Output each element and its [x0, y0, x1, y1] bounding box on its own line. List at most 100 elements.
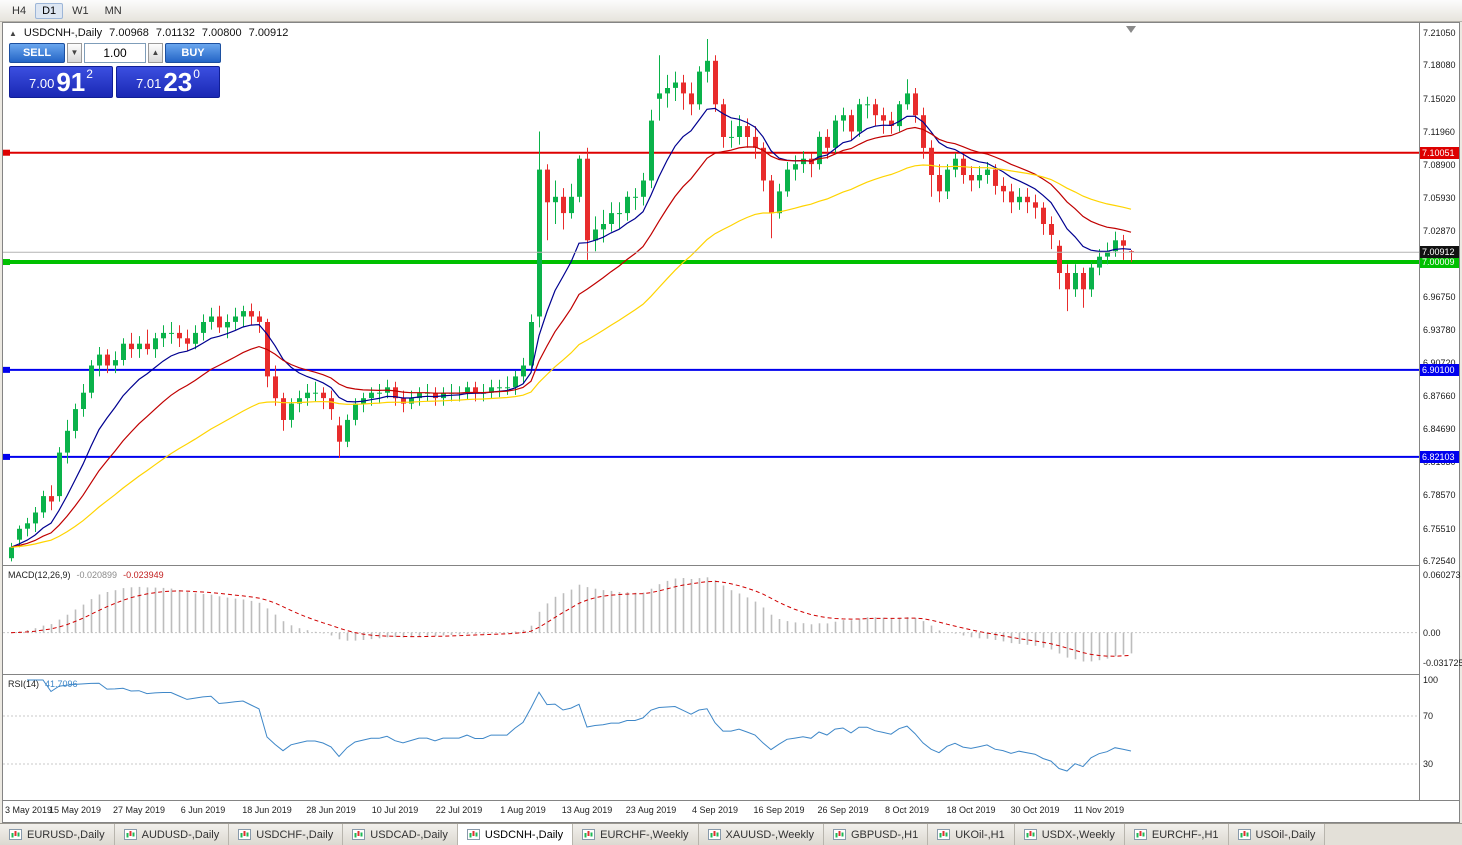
chart-shift-marker[interactable]: [1126, 26, 1136, 33]
chart-tab-eurchf-weekly[interactable]: EURCHF-,Weekly: [573, 824, 699, 845]
price-axis-label: 7.08900: [1423, 160, 1456, 171]
hline-left-marker: [3, 259, 10, 266]
chart-tab-label: GBPUSD-,H1: [850, 828, 919, 841]
chart-tab-usdcad-daily[interactable]: USDCAD-,Daily: [343, 824, 458, 845]
chart-window: 7.21050 7.18080 7.15020 7.11960 7.08900 7.059…: [2, 22, 1462, 823]
chart-tab-icon: [832, 829, 846, 840]
moving-averages-layer: [10, 107, 1132, 548]
time-axis-label: 13 Aug 2019: [561, 805, 613, 815]
time-axis-label: 3 May 2019: [5, 805, 53, 815]
price-chart-canvas[interactable]: [3, 23, 1419, 565]
price-axis-label: 6.93780: [1423, 324, 1456, 335]
ma-fast: [10, 107, 1132, 548]
rsi-line: [27, 679, 1132, 772]
macd-name: MACD(12,26,9): [8, 570, 71, 580]
chart-tab-label: EURCHF-,H1: [1151, 828, 1219, 841]
time-axis[interactable]: 3 May 2019 15 May 2019 27 May 2019 6 Jun 20…: [3, 801, 1419, 822]
timeframe-button-h4[interactable]: H4: [5, 3, 33, 19]
sell-price-small: 7.00: [29, 76, 55, 91]
chart-tab-usoil-daily[interactable]: USOil-,Daily: [1228, 824, 1326, 845]
chart-tab-gbpusd-h1[interactable]: GBPUSD-,H1: [823, 824, 929, 845]
price-axis-label: 7.02870: [1423, 225, 1456, 236]
chart-tab-eurusd-daily[interactable]: EURUSD-,Daily: [0, 824, 115, 845]
ohlc-low: 7.00800: [201, 27, 242, 39]
volume-input[interactable]: [84, 43, 146, 63]
chart-tab-xauusd-weekly[interactable]: XAUUSD-,Weekly: [698, 824, 824, 845]
price-axis-label: 6.78570: [1423, 490, 1456, 501]
price-axis-label: 6.84690: [1423, 423, 1456, 434]
time-axis-label: 8 Oct 2019: [884, 805, 930, 815]
time-axis-label: 10 Jul 2019: [371, 805, 419, 815]
ohlc-high: 7.01132: [155, 27, 195, 39]
ohlc-close: 7.00912: [248, 27, 289, 39]
chart-tab-bar: EURUSD-,Daily AUDUSD-,Daily USDCHF-,Daily U…: [0, 823, 1462, 845]
rsi-axis-label: 100: [1423, 675, 1439, 685]
price-axis-label: 7.18080: [1423, 60, 1456, 71]
sell-price-big: 91: [56, 67, 86, 97]
hline-left-marker: [3, 149, 10, 156]
chart-tab-label: EURUSD-,Daily: [27, 828, 105, 841]
time-axis-label: 28 Jun 2019: [306, 805, 356, 815]
timeframe-button-d1[interactable]: D1: [35, 2, 64, 19]
buy-price-display[interactable]: 7.01 23 0: [116, 66, 220, 98]
time-axis-label: 30 Oct 2019: [1010, 805, 1060, 815]
price-axis-label: 7.15020: [1423, 93, 1456, 104]
chart-tab-icon: [9, 829, 22, 840]
time-axis-label: 1 Aug 2019: [500, 805, 546, 815]
chart-tab-eurchf-h1[interactable]: EURCHF-,H1: [1124, 824, 1229, 845]
time-axis-label: 6 Jun 2019: [180, 805, 226, 815]
time-axis-label: 15 May 2019: [48, 805, 102, 815]
chart-tab-icon: [123, 829, 137, 840]
price-line-badge: 7.10051: [1420, 146, 1459, 159]
volume-decrease-button[interactable]: ▼: [67, 43, 82, 63]
sell-price-display[interactable]: 7.00 91 2: [9, 66, 113, 98]
chart-tab-label: XAUUSD-,Weekly: [725, 828, 814, 841]
chart-tab-label: AUDUSD-,Daily: [141, 828, 220, 841]
macd-signal-value: -0.023949: [123, 570, 164, 580]
panel-divider[interactable]: [3, 674, 1459, 675]
chart-tab-usdcnh-daily[interactable]: USDCNH-,Daily: [457, 824, 574, 845]
price-axis-label: 7.05930: [1423, 192, 1456, 203]
chart-tab-icon: [1133, 829, 1147, 840]
chart-tab-audusd-daily[interactable]: AUDUSD-,Daily: [114, 824, 230, 845]
price-axis-label: 6.96750: [1423, 292, 1456, 303]
chevron-up-icon: ▲: [151, 48, 160, 57]
price-line-badge: 6.82103: [1420, 450, 1459, 463]
chart-tab-icon: [466, 829, 480, 840]
chart-tab-ukoil-h1[interactable]: UKOil-,H1: [928, 824, 1015, 845]
chart-ohlc-title: ▲ USDCNH-,Daily 7.00968 7.01132 7.00800 …: [9, 27, 288, 39]
price-line-badge: 7.00009: [1420, 256, 1459, 269]
macd-main-value: -0.020899: [76, 570, 118, 580]
macd-axis-label: 0.060273: [1423, 570, 1461, 580]
chart-tab-icon: [582, 829, 596, 840]
rsi-panel[interactable]: [3, 675, 1419, 800]
chart-tab-usdx-weekly[interactable]: USDX-,Weekly: [1014, 824, 1125, 845]
panel-divider[interactable]: [3, 565, 1459, 566]
timeframe-button-mn[interactable]: MN: [98, 3, 129, 19]
buy-button[interactable]: BUY: [165, 43, 221, 63]
price-axis[interactable]: 7.21050 7.18080 7.15020 7.11960 7.08900 7.059…: [1419, 23, 1462, 800]
time-axis-label: 16 Sep 2019: [753, 805, 805, 815]
chart-tab-label: USOil-,Daily: [1255, 828, 1316, 841]
macd-panel[interactable]: [3, 566, 1419, 674]
time-axis-label: 26 Sep 2019: [817, 805, 869, 815]
macd-axis-label: 0.00: [1423, 627, 1441, 638]
chart-tab-icon: [1023, 829, 1037, 840]
chart-tab-usdchf-daily[interactable]: USDCHF-,Daily: [229, 824, 344, 845]
sell-button[interactable]: SELL: [9, 43, 65, 63]
chart-tab-label: EURCHF-,Weekly: [600, 828, 689, 841]
time-axis-label: 11 Nov 2019: [1073, 805, 1125, 815]
volume-increase-button[interactable]: ▲: [148, 43, 163, 63]
macd-header: MACD(12,26,9) -0.020899 -0.023949: [8, 570, 164, 580]
timeframe-button-w1[interactable]: W1: [65, 3, 96, 19]
one-click-trade-panel: SELL ▼ ▲ BUY 7.00 91 2 7.01 23 0: [9, 43, 221, 98]
time-axis-label: 18 Oct 2019: [946, 805, 996, 815]
price-axis-label: 6.87660: [1423, 391, 1456, 402]
time-axis-label: 23 Aug 2019: [625, 805, 677, 815]
time-axis-label: 22 Jul 2019: [435, 805, 483, 815]
time-axis-label: 27 May 2019: [112, 805, 166, 815]
chart-tab-icon: [937, 829, 951, 840]
chart-tab-label: UKOil-,H1: [955, 828, 1005, 841]
price-axis-label: 6.72540: [1423, 556, 1456, 566]
buy-price-sup: 0: [193, 67, 200, 81]
